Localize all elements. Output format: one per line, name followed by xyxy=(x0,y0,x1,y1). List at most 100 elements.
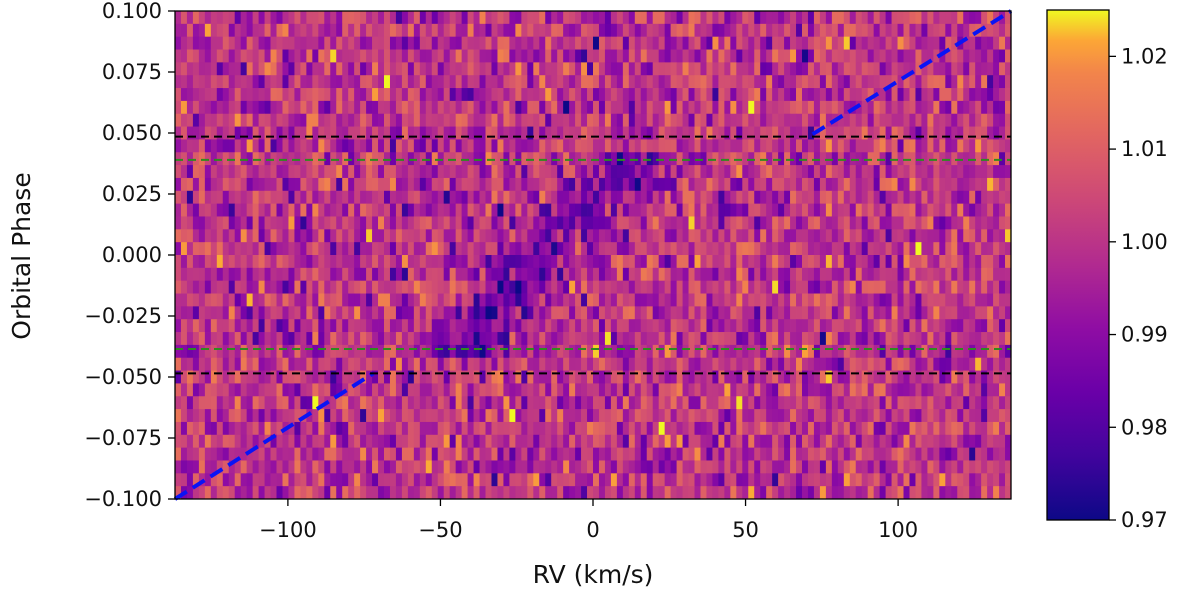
heatmap-cell xyxy=(228,421,236,436)
heatmap-cell xyxy=(342,280,349,294)
heatmap-cell xyxy=(730,409,737,423)
heatmap-cell xyxy=(736,242,743,256)
heatmap-cell xyxy=(348,242,355,256)
heatmap-cell xyxy=(670,139,677,153)
heatmap-cell xyxy=(461,203,468,217)
heatmap-cell xyxy=(802,357,809,371)
heatmap-cell xyxy=(981,177,988,192)
heatmap-cell xyxy=(682,126,689,140)
heatmap-cell xyxy=(527,165,534,179)
heatmap-cell xyxy=(861,434,869,449)
heatmap-cell xyxy=(437,280,445,294)
heatmap-cell xyxy=(533,242,540,256)
heatmap-cell xyxy=(324,306,331,320)
heatmap-cell xyxy=(873,75,881,89)
heatmap-cell xyxy=(897,190,904,205)
heatmap-cell xyxy=(312,165,319,179)
heatmap-cell xyxy=(790,306,797,320)
heatmap-cell xyxy=(252,49,259,63)
heatmap-cell xyxy=(348,280,355,294)
heatmap-cell xyxy=(210,165,218,179)
heatmap-cell xyxy=(951,319,958,333)
heatmap-cell xyxy=(276,100,283,115)
heatmap-cell xyxy=(372,242,379,256)
heatmap-cell xyxy=(509,62,516,76)
heatmap-cell xyxy=(634,23,642,38)
heatmap-cell xyxy=(873,280,881,294)
heatmap-cell xyxy=(921,267,928,282)
heatmap-cell xyxy=(581,306,588,320)
heatmap-cell xyxy=(324,460,331,474)
heatmap-cell xyxy=(969,396,976,410)
heatmap-cell xyxy=(252,293,259,307)
heatmap-cell xyxy=(407,139,415,153)
heatmap-cell xyxy=(413,357,421,371)
heatmap-cell xyxy=(742,434,749,449)
heatmap-cell xyxy=(228,126,236,140)
heatmap-cell xyxy=(1005,165,1012,179)
heatmap-cell xyxy=(855,165,863,179)
heatmap-cell xyxy=(903,293,910,307)
heatmap-cell xyxy=(521,396,528,410)
heatmap-cell xyxy=(622,383,630,397)
heatmap-cell xyxy=(610,447,618,461)
heatmap-cell xyxy=(389,152,397,166)
heatmap-cell xyxy=(318,23,325,38)
heatmap-cell xyxy=(479,152,486,166)
heatmap-cell xyxy=(270,396,277,410)
heatmap-cell xyxy=(384,190,391,205)
heatmap-cell xyxy=(360,23,367,38)
heatmap-cell xyxy=(431,383,439,397)
heatmap-cell xyxy=(616,280,624,294)
heatmap-cell xyxy=(515,447,522,461)
heatmap-cell xyxy=(993,49,1000,63)
heatmap-cell xyxy=(945,113,952,127)
heatmap-cell xyxy=(330,36,337,50)
heatmap-cell xyxy=(963,190,970,205)
heatmap-cell xyxy=(640,280,648,294)
heatmap-cell xyxy=(790,139,797,153)
heatmap-cell xyxy=(849,267,857,282)
heatmap-cell xyxy=(652,293,660,307)
heatmap-cell xyxy=(909,62,916,76)
heatmap-cell xyxy=(670,306,677,320)
heatmap-cell xyxy=(987,23,994,38)
heatmap-cell xyxy=(855,23,863,38)
heatmap-cell xyxy=(640,370,648,384)
heatmap-cell xyxy=(682,319,689,333)
heatmap-cell xyxy=(969,113,976,127)
heatmap-cell xyxy=(413,216,421,230)
heatmap-cell xyxy=(204,62,212,76)
heatmap-cell xyxy=(951,113,958,127)
heatmap-cell xyxy=(807,293,815,307)
heatmap-cell xyxy=(443,460,451,474)
heatmap-cell xyxy=(742,49,749,63)
heatmap-cell xyxy=(360,409,367,423)
heatmap-cell xyxy=(963,434,970,449)
heatmap-cell xyxy=(670,49,677,63)
heatmap-cell xyxy=(479,139,486,153)
heatmap-cell xyxy=(336,344,343,359)
heatmap-cell xyxy=(825,447,833,461)
heatmap-cell xyxy=(837,203,845,217)
heatmap-cell xyxy=(796,229,803,243)
heatmap-cell xyxy=(736,396,743,410)
heatmap-cell xyxy=(867,177,875,192)
heatmap-cell xyxy=(802,62,809,76)
heatmap-cell xyxy=(664,409,672,423)
heatmap-cell xyxy=(306,36,313,50)
heatmap-cell xyxy=(539,62,546,76)
heatmap-cell xyxy=(258,357,265,371)
heatmap-cell xyxy=(927,165,934,179)
heatmap-cell xyxy=(640,113,648,127)
heatmap-cell xyxy=(443,203,451,217)
heatmap-cell xyxy=(927,332,934,346)
heatmap-cell xyxy=(981,293,988,307)
heatmap-cell xyxy=(706,280,713,294)
heatmap-cell xyxy=(658,344,666,359)
heatmap-cell xyxy=(604,421,612,436)
heatmap-cell xyxy=(718,100,725,115)
heatmap-cell xyxy=(700,319,707,333)
heatmap-cell xyxy=(413,306,421,320)
heatmap-cell xyxy=(975,190,982,205)
